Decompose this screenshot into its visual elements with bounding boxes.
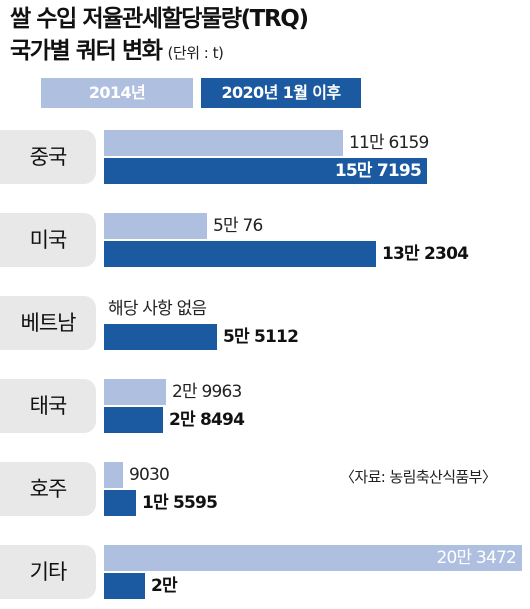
chart-title-text: 국가별 쿼터 변화 [10,38,163,64]
category-label-china: 중국 [0,130,96,184]
value-label-2014-other: 20만 3472 [436,548,516,568]
bar-2014-china [104,130,343,156]
legend-2014: 2014년 [41,78,193,108]
chart-title: 쌀 수입 저율관세할당물량(TRQ) [10,6,309,32]
bar-2014-australia [104,462,123,488]
category-label-australia: 호주 [0,462,96,516]
bar-2020-other [104,573,145,599]
bar-2020-china [104,158,427,184]
unit-label: (단위 : t) [167,44,224,62]
value-label-2020-australia: 1만 5595 [142,493,218,513]
value-label-2020-vietnam: 5만 5112 [223,327,299,347]
value-label-2014-usa: 5만 76 [213,216,263,236]
value-label-2020-china: 15만 7195 [334,161,422,181]
value-label-2014-china: 11만 6159 [349,133,429,153]
value-label-2020-other: 2만 [151,576,178,596]
bar-2020-usa [104,241,376,267]
bar-2014-thailand [104,379,166,405]
bar-2020-vietnam [104,324,217,350]
category-label-usa: 미국 [0,213,96,267]
bar-2020-australia [104,490,136,516]
value-label-2014-thailand: 2만 9963 [172,382,242,402]
value-label-2020-usa: 13만 2304 [382,244,469,264]
category-label-other: 기타 [0,545,96,599]
category-label-vietnam: 베트남 [0,296,96,350]
bar-2014-other [104,545,522,571]
source-note: 〈자료: 농림축산식품부〉 [340,468,497,486]
value-label-2014-vietnam: 해당 사항 없음 [108,299,207,319]
value-label-2014-australia: 9030 [129,465,170,485]
legend-2020: 2020년 1월 이후 [201,78,361,108]
category-label-thailand: 태국 [0,379,96,433]
bar-2020-thailand [104,407,163,433]
chart-title-line2: 국가별 쿼터 변화 (단위 : t) [10,36,224,68]
bar-2014-usa [104,213,207,239]
value-label-2020-thailand: 2만 8494 [169,410,245,430]
